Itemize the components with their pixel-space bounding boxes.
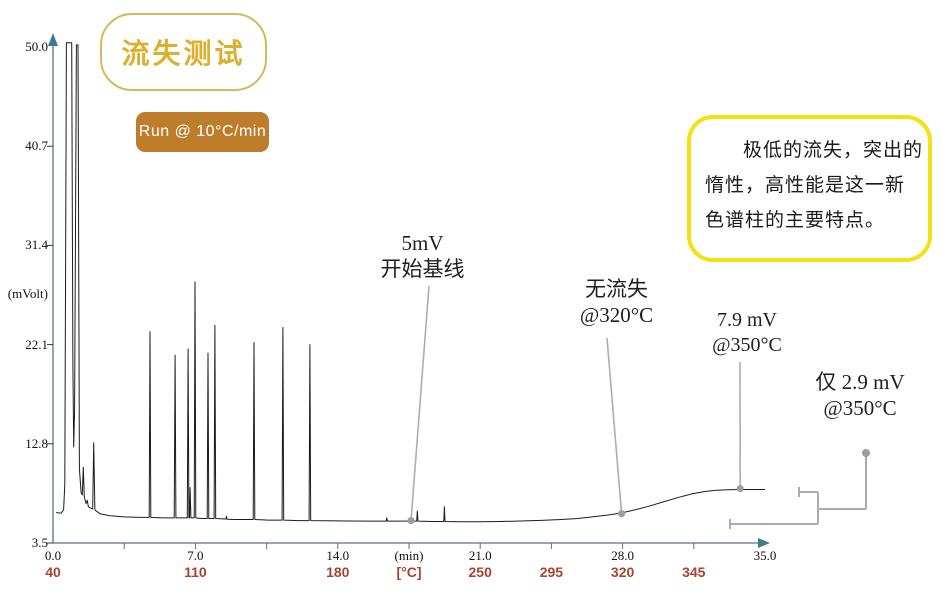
annotation-no-bleed: 无流失 @320°C (544, 276, 689, 328)
annotation-no-bleed-temp: @320°C (579, 303, 654, 327)
temperature-tick-label: 40 (45, 564, 61, 580)
x-axis-unit-label: (min) (394, 548, 424, 563)
measurement-bracket-dot (862, 449, 870, 457)
x-tick-label: 0.0 (44, 548, 62, 563)
annotation-bleed-7-9-value: 7.9 mV (717, 309, 777, 331)
x-tick-label: 28.0 (611, 548, 634, 563)
y-tick-label: 31.4 (25, 237, 48, 253)
page-title: 流失测试 (121, 38, 246, 69)
y-tick-label: 22.1 (25, 336, 48, 352)
temperature-tick-label: 180 (326, 564, 350, 580)
note-line: 色谱柱的主要特点。 (705, 210, 886, 231)
annotation-bleed-2-9-temp: @350°C (823, 396, 897, 420)
chart-title-box: 流失测试 (100, 13, 267, 91)
annotation-bleed-2-9: 仅 2.9 mV @350°C (789, 369, 931, 421)
temperature-tick-label: 110 (184, 564, 207, 580)
annotation-bleed-7-9-temp: @350°C (712, 334, 782, 356)
annotation-start-baseline: 5mV 开始基线 (345, 230, 500, 282)
annotation-marker-dot (407, 517, 415, 525)
annotation-marker-dot (617, 510, 626, 518)
note-line: 惰性，高性能是这一新 (705, 175, 906, 196)
x-tick-label: 7.0 (187, 548, 204, 563)
y-tick-label: 50.0 (25, 39, 48, 54)
annotation-leader-line (410, 285, 430, 521)
temperature-tick-label: 345 (682, 564, 706, 580)
temperature-axis-unit-label: [°C] (396, 564, 422, 580)
y-tick-label: 40.7 (25, 138, 48, 154)
x-axis-arrow-icon (758, 538, 770, 548)
x-tick-label: 35.0 (753, 548, 777, 563)
temperature-tick-label: 295 (539, 564, 564, 580)
note-line: 极低的流失，突出的 (743, 140, 924, 161)
y-axis-unit-label: (mVolt) (7, 286, 48, 301)
annotation-marker-dot (736, 485, 744, 493)
annotation-start-baseline-value: 5mV (401, 231, 444, 255)
y-tick-label: 12.8 (25, 435, 48, 451)
y-tick-label: 3.5 (31, 535, 48, 550)
run-rate-label: Run @ 10°C/min (138, 123, 267, 140)
run-rate-badge: Run @ 10°C/min (136, 112, 269, 152)
highlight-note-box: 极低的流失，突出的惰性，高性能是这一新 色谱柱的主要特点。 (687, 115, 932, 262)
annotation-no-bleed-text: 无流失 (585, 277, 648, 301)
x-tick-label: 14.0 (326, 548, 350, 563)
x-tick-label: 21.0 (468, 548, 492, 563)
annotation-bleed-2-9-value: 仅 2.9 mV (815, 370, 905, 394)
chromatogram-trace (56, 42, 765, 523)
temperature-tick-label: 320 (610, 564, 635, 580)
temperature-tick-label: 250 (468, 564, 492, 580)
annotation-start-baseline-text: 开始基线 (380, 257, 465, 281)
annotation-leader-line (606, 337, 623, 514)
annotation-bleed-7-9: 7.9 mV @350°C (686, 308, 808, 358)
y-axis-arrow-icon (48, 33, 58, 46)
